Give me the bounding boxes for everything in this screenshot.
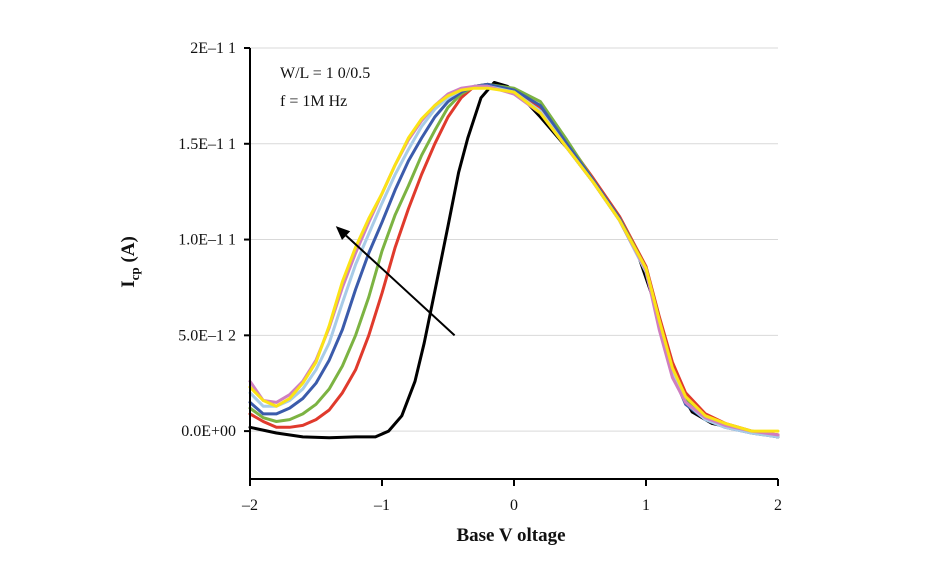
y-axis-title-unit: (A) <box>118 236 139 267</box>
series-line-3 <box>248 82 780 439</box>
y-tick-label: 0.0E+00 <box>181 423 236 440</box>
y-axis-title: Icp (A) <box>118 236 142 288</box>
y-axis-title-main: I <box>118 280 139 287</box>
x-tick-labels: –2 –1 0 1 2 <box>241 497 782 514</box>
x-tick-label: 2 <box>774 497 782 514</box>
arrow-shaft <box>345 234 456 337</box>
y-tick-label: 1.5E–1 1 <box>178 136 236 153</box>
y-tick-label: 1.0E–1 1 <box>178 232 236 249</box>
series-line-4 <box>248 82 780 439</box>
series-line-5 <box>248 84 780 439</box>
trend-arrow <box>335 226 456 337</box>
x-tick-label: –2 <box>241 497 258 514</box>
y-tick-labels: 0.0E+00 5.0E–1 2 1.0E–1 1 1.5E–1 1 2E–1 1 <box>178 40 236 440</box>
y-tick-label: 5.0E–1 2 <box>178 327 236 344</box>
annotation-wl: W/L = 1 0/0.5 <box>280 65 370 82</box>
x-tick-label: –1 <box>373 497 390 514</box>
x-tick-label: 0 <box>510 497 518 514</box>
series-line-6 <box>248 84 780 437</box>
y-axis-title-sub: cp <box>127 267 142 280</box>
axes <box>244 47 779 486</box>
series-line-7 <box>248 86 780 433</box>
y-tick-label: 2E–1 1 <box>190 40 236 57</box>
x-axis-title: Base V oltage <box>456 525 565 546</box>
series-line-2 <box>248 82 780 437</box>
x-tick-label: 1 <box>642 497 650 514</box>
series-line-1 <box>248 81 780 440</box>
arrow-head <box>335 226 351 240</box>
annotation-freq: f = 1M Hz <box>280 93 347 110</box>
series-lines <box>248 81 780 440</box>
gridlines <box>250 47 778 432</box>
